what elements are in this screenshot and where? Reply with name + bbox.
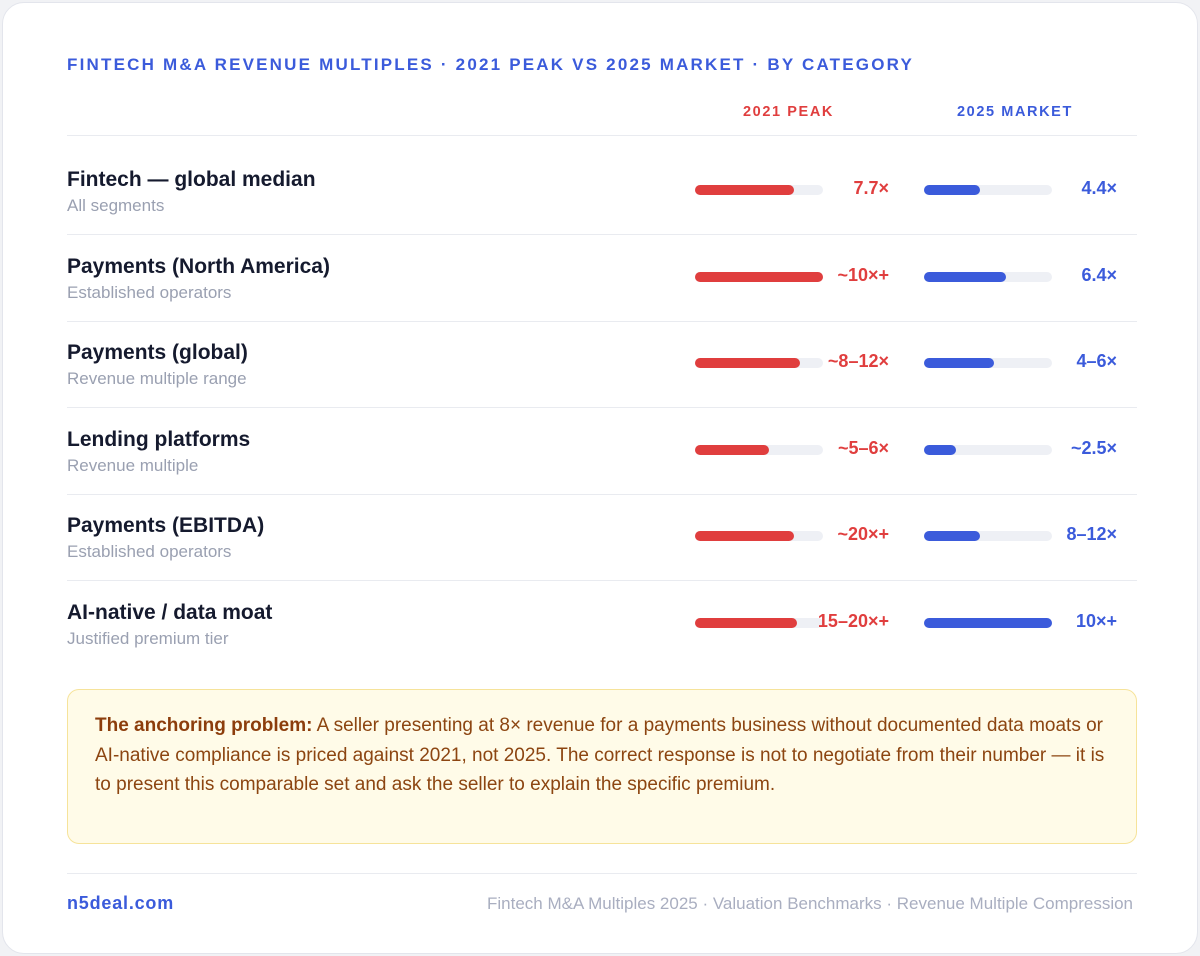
peak-bar bbox=[695, 358, 800, 368]
peak-bar-track bbox=[695, 531, 823, 541]
footer-site-link[interactable]: n5deal.com bbox=[67, 893, 175, 913]
peak-value-label: ~20×+ bbox=[837, 524, 889, 544]
category-label: AI-native / data moat bbox=[67, 601, 273, 624]
peak-value-label: 7.7× bbox=[853, 178, 889, 198]
header-divider bbox=[67, 135, 1137, 136]
peak-bar-track bbox=[695, 445, 823, 455]
peak-bar-track bbox=[695, 358, 823, 368]
category-label: Payments (North America) bbox=[67, 255, 330, 278]
market-bar-track bbox=[924, 531, 1052, 541]
peak-value-label: ~8–12× bbox=[827, 351, 889, 371]
callout-body: A seller presenting at 8× revenue for a … bbox=[95, 715, 1105, 795]
peak-bar bbox=[695, 185, 794, 195]
peak-value-label: ~10×+ bbox=[837, 265, 889, 285]
row-divider bbox=[67, 234, 1137, 235]
market-value-label: 8–12× bbox=[1066, 524, 1117, 544]
table-row: Fintech — global median All segments 7.7× 4… bbox=[3, 168, 1199, 254]
category-subtitle: All segments bbox=[67, 196, 165, 215]
table-row: Payments (North America) Established oper… bbox=[3, 255, 1199, 341]
category-label: Fintech — global median bbox=[67, 168, 316, 191]
category-subtitle: Revenue multiple range bbox=[67, 369, 247, 388]
column-header-2021-peak: 2021 PEAK bbox=[743, 104, 834, 120]
peak-bar-track bbox=[695, 185, 823, 195]
market-value-label: 4.4× bbox=[1081, 178, 1117, 198]
market-bar-track bbox=[924, 618, 1052, 628]
peak-value-label: 15–20×+ bbox=[817, 611, 889, 631]
chart-title: FINTECH M&A REVENUE MULTIPLES · 2021 PEA… bbox=[67, 55, 915, 74]
market-bar-track bbox=[924, 272, 1052, 282]
callout-lead: The anchoring problem: bbox=[95, 715, 313, 736]
market-bar-track bbox=[924, 445, 1052, 455]
category-subtitle: Established operators bbox=[67, 542, 232, 561]
market-value-label: 6.4× bbox=[1081, 265, 1117, 285]
peak-bar-track bbox=[695, 618, 823, 628]
peak-bar bbox=[695, 445, 769, 455]
table-row: AI-native / data moat Justified premium t… bbox=[3, 601, 1199, 687]
market-bar bbox=[924, 272, 1006, 282]
category-subtitle: Established operators bbox=[67, 283, 232, 302]
row-divider bbox=[67, 580, 1137, 581]
category-label: Payments (global) bbox=[67, 341, 248, 364]
peak-bar bbox=[695, 618, 797, 628]
peak-bar bbox=[695, 272, 823, 282]
anchoring-callout: The anchoring problem: A seller presenti… bbox=[67, 689, 1137, 844]
category-label: Lending platforms bbox=[67, 428, 251, 451]
column-header-2025-market: 2025 MARKET bbox=[957, 104, 1073, 120]
market-bar bbox=[924, 618, 1052, 628]
market-bar bbox=[924, 445, 956, 455]
market-bar-track bbox=[924, 358, 1052, 368]
category-subtitle: Revenue multiple bbox=[67, 456, 199, 475]
market-value-label: 4–6× bbox=[1076, 351, 1117, 371]
market-bar bbox=[924, 185, 980, 195]
table-row: Payments (EBITDA) Established operators ~2… bbox=[3, 514, 1199, 600]
peak-bar-track bbox=[695, 272, 823, 282]
row-divider bbox=[67, 321, 1137, 322]
footer-divider bbox=[67, 873, 1137, 874]
table-row: Payments (global) Revenue multiple range ~… bbox=[3, 341, 1199, 427]
row-divider bbox=[67, 494, 1137, 495]
market-bar bbox=[924, 531, 980, 541]
market-bar-track bbox=[924, 185, 1052, 195]
peak-bar bbox=[695, 531, 794, 541]
category-subtitle: Justified premium tier bbox=[67, 629, 229, 648]
peak-value-label: ~5–6× bbox=[837, 438, 889, 458]
market-value-label: 10×+ bbox=[1075, 611, 1117, 631]
footer-tags: Fintech M&A Multiples 2025 · Valuation B… bbox=[487, 894, 1133, 913]
market-bar bbox=[924, 358, 994, 368]
category-label: Payments (EBITDA) bbox=[67, 514, 265, 537]
table-row: Lending platforms Revenue multiple ~5–6× ~2… bbox=[3, 428, 1199, 514]
row-divider bbox=[67, 407, 1137, 408]
market-value-label: ~2.5× bbox=[1070, 438, 1117, 458]
